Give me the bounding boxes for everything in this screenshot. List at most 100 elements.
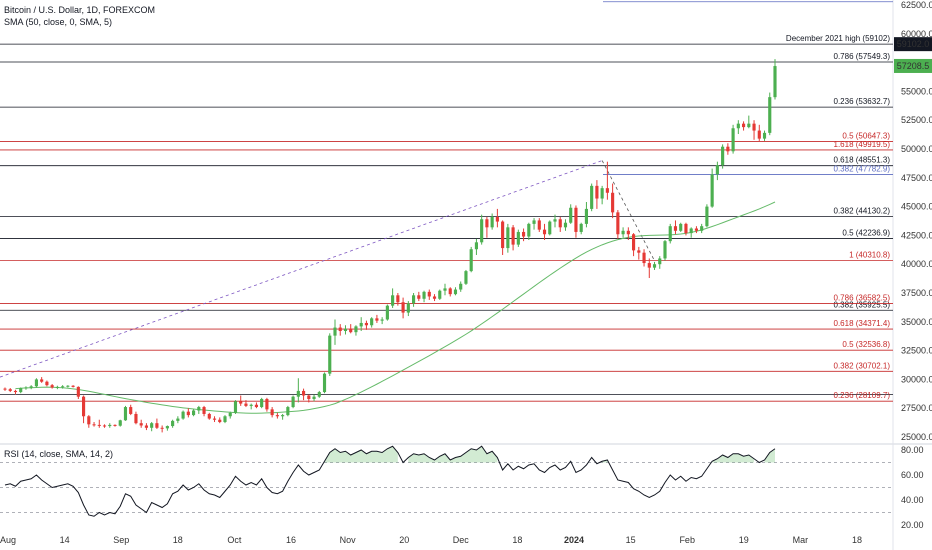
level-label: 0.382 (44130.2) bbox=[834, 207, 891, 216]
price-tick-label: 50000.0 bbox=[901, 144, 932, 154]
date-tick-label: Mar bbox=[793, 535, 809, 545]
candle-down bbox=[742, 123, 746, 128]
candle-up bbox=[328, 335, 332, 374]
candle-up bbox=[197, 407, 201, 411]
candle-down bbox=[3, 388, 7, 390]
candle-down bbox=[396, 295, 400, 303]
candle-down bbox=[129, 407, 133, 414]
price-tick-label: 37500.0 bbox=[901, 288, 932, 298]
candle-up bbox=[663, 241, 667, 259]
candle-up bbox=[61, 386, 65, 388]
candle-up bbox=[548, 221, 552, 235]
date-tick-label: Aug bbox=[0, 535, 16, 545]
candle-down bbox=[102, 425, 107, 427]
candle-down bbox=[485, 219, 489, 228]
level-label: 0.5 (42236.9) bbox=[842, 228, 890, 237]
candle-up bbox=[527, 223, 531, 237]
date-tick-label: 15 bbox=[626, 535, 636, 545]
candle-up bbox=[747, 123, 751, 128]
date-tick-label: Sep bbox=[113, 535, 129, 545]
fib-level-label: 0.5 (50647.3) bbox=[842, 132, 890, 141]
fib-level-label: 0.382 (30702.1) bbox=[834, 361, 891, 370]
candle-up bbox=[291, 396, 295, 408]
sma-label: SMA (50, close, 0, SMA, 5) bbox=[4, 17, 113, 27]
candle-down bbox=[684, 223, 688, 234]
rsi-tick-label: 20.00 bbox=[901, 520, 924, 530]
candle-up bbox=[668, 226, 672, 242]
price-tick-label: 47500.0 bbox=[901, 173, 932, 183]
candle-up bbox=[652, 264, 657, 268]
candle-down bbox=[113, 424, 117, 426]
candle-down bbox=[244, 403, 248, 406]
price-tick-label: 55000.0 bbox=[901, 86, 932, 96]
candle-down bbox=[616, 212, 620, 235]
level-label: December 2021 high (59102) bbox=[786, 34, 890, 43]
candle-up bbox=[391, 295, 395, 306]
candle-down bbox=[270, 409, 274, 416]
candle-up bbox=[317, 392, 321, 397]
candle-down bbox=[642, 252, 646, 264]
candle-up bbox=[658, 258, 662, 265]
rsi-tick-label: 60.00 bbox=[901, 470, 924, 480]
candle-down bbox=[139, 423, 143, 426]
candle-up bbox=[55, 386, 59, 388]
candle-up bbox=[108, 424, 112, 427]
candle-down bbox=[417, 295, 421, 299]
candle-down bbox=[338, 327, 342, 332]
candle-up bbox=[490, 216, 494, 228]
candle-down bbox=[207, 413, 211, 419]
candle-up bbox=[710, 174, 714, 207]
rsi-tick-label: 40.00 bbox=[901, 495, 924, 505]
candle-up bbox=[700, 226, 704, 231]
candle-up bbox=[249, 404, 253, 406]
candle-up bbox=[406, 303, 410, 313]
sma-50-line bbox=[15, 201, 776, 414]
date-tick-label: Dec bbox=[453, 535, 470, 545]
candle-up bbox=[312, 396, 316, 399]
candle-up bbox=[19, 388, 23, 393]
date-tick-label: 14 bbox=[60, 535, 70, 545]
candle-up bbox=[600, 188, 604, 199]
fib-level-label: 1.618 (49919.5) bbox=[834, 140, 891, 149]
candle-down bbox=[427, 291, 431, 297]
candle-down bbox=[218, 419, 222, 423]
candle-down bbox=[144, 425, 148, 428]
date-tick-label: 18 bbox=[852, 535, 862, 545]
candle-down bbox=[558, 219, 562, 228]
candle-up bbox=[165, 426, 169, 429]
price-tick-label: 25000.0 bbox=[901, 432, 932, 442]
date-tick-label: 2024 bbox=[564, 535, 584, 545]
candle-down bbox=[726, 146, 730, 152]
candle-down bbox=[92, 424, 96, 426]
candle-up bbox=[354, 326, 358, 333]
candle-up bbox=[150, 423, 154, 428]
candle-up bbox=[768, 97, 772, 133]
candle-up bbox=[322, 373, 327, 393]
price-badge-text: 59102.0 bbox=[897, 39, 930, 49]
candle-down bbox=[13, 390, 18, 393]
candle-down bbox=[349, 328, 353, 333]
candle-down bbox=[302, 390, 306, 396]
candle-up bbox=[29, 386, 33, 388]
fib-level-label: 1 (62784.4) bbox=[849, 0, 890, 1]
candle-down bbox=[71, 385, 75, 387]
candle-up bbox=[181, 411, 185, 419]
candle-up bbox=[721, 146, 725, 166]
candle-down bbox=[275, 415, 279, 417]
price-tick-label: 45000.0 bbox=[901, 202, 932, 212]
candle-up bbox=[689, 228, 693, 234]
level-label: 0.382 (35925.5) bbox=[834, 300, 891, 309]
chart-title: Bitcoin / U.S. Dollar, 1D, FOREXCOM bbox=[4, 5, 156, 15]
candle-up bbox=[192, 410, 196, 416]
rsi-overbought-fill bbox=[324, 446, 398, 463]
fib-level-label: 1 (40310.8) bbox=[849, 251, 890, 260]
candle-up bbox=[480, 219, 484, 243]
candle-down bbox=[82, 396, 86, 417]
candle-down bbox=[87, 416, 91, 425]
date-tick-label: Oct bbox=[227, 535, 242, 545]
price-tick-label: 60000.0 bbox=[901, 29, 932, 39]
fib-level-label: 0.5 (32536.8) bbox=[842, 340, 890, 349]
candle-down bbox=[537, 220, 541, 230]
candle-up bbox=[579, 223, 583, 232]
